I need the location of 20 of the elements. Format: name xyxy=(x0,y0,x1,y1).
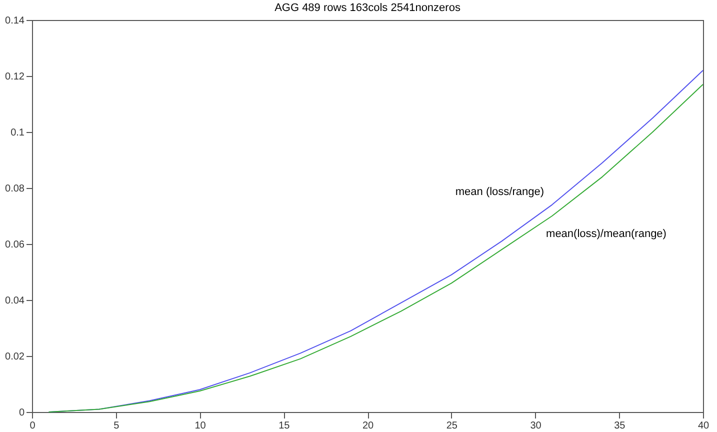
x-tick-label: 0 xyxy=(30,420,36,432)
x-tick-label: 35 xyxy=(614,420,626,432)
series-label: mean(loss)/mean(range) xyxy=(546,228,666,240)
y-tick-label: 0.12 xyxy=(5,72,25,82)
x-tick-label: 25 xyxy=(446,420,458,432)
series-label: mean (loss/range) xyxy=(455,186,544,198)
x-tick-label: 5 xyxy=(114,420,120,432)
y-tick-label: 0.02 xyxy=(5,352,25,362)
y-tick-label: 0 xyxy=(18,408,25,418)
x-tick-label: 30 xyxy=(530,420,542,432)
y-tick-label: 0.14 xyxy=(5,16,25,26)
y-tick-label: 0.08 xyxy=(5,184,25,194)
y-tick-label: 0.04 xyxy=(5,296,25,306)
x-tick-label: 40 xyxy=(698,420,710,432)
x-tick-label: 20 xyxy=(362,420,374,432)
chart-title: AGG 489 rows 163cols 2541nonzeros xyxy=(274,2,461,14)
y-tick-label: 0.06 xyxy=(5,240,25,250)
x-tick-label: 10 xyxy=(194,420,206,432)
x-tick-label: 15 xyxy=(278,420,290,432)
y-tick-label: 0.1 xyxy=(10,128,25,138)
